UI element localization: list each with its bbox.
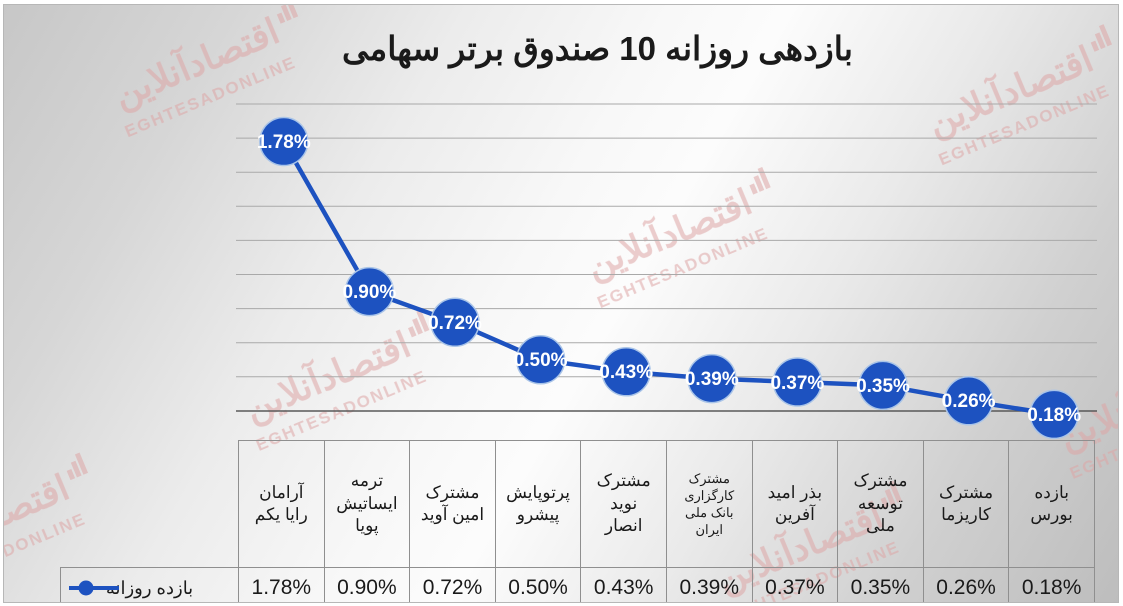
- svg-text:0.43%: 0.43%: [599, 362, 653, 383]
- svg-text:0.37%: 0.37%: [770, 373, 824, 394]
- svg-text:0.35%: 0.35%: [856, 376, 910, 397]
- svg-text:0.26%: 0.26%: [942, 391, 996, 412]
- svg-text:0.72%: 0.72%: [428, 313, 482, 334]
- svg-text:0.18%: 0.18%: [1027, 405, 1081, 426]
- svg-text:1.78%: 1.78%: [257, 132, 311, 153]
- svg-text:0.39%: 0.39%: [685, 369, 739, 390]
- svg-text:0.50%: 0.50%: [514, 350, 568, 371]
- svg-text:0.90%: 0.90%: [342, 282, 396, 303]
